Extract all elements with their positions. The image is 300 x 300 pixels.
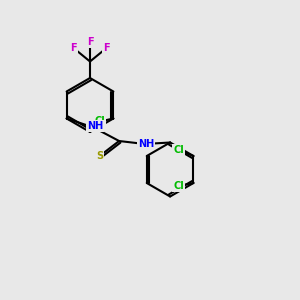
- Text: Cl: Cl: [173, 181, 184, 191]
- Text: F: F: [103, 43, 110, 53]
- Text: F: F: [87, 37, 93, 47]
- Text: F: F: [70, 43, 77, 53]
- Text: Cl: Cl: [173, 145, 184, 155]
- Text: NH: NH: [87, 121, 103, 131]
- Text: Cl: Cl: [94, 116, 105, 127]
- Text: NH: NH: [138, 139, 154, 149]
- Text: S: S: [96, 151, 103, 161]
